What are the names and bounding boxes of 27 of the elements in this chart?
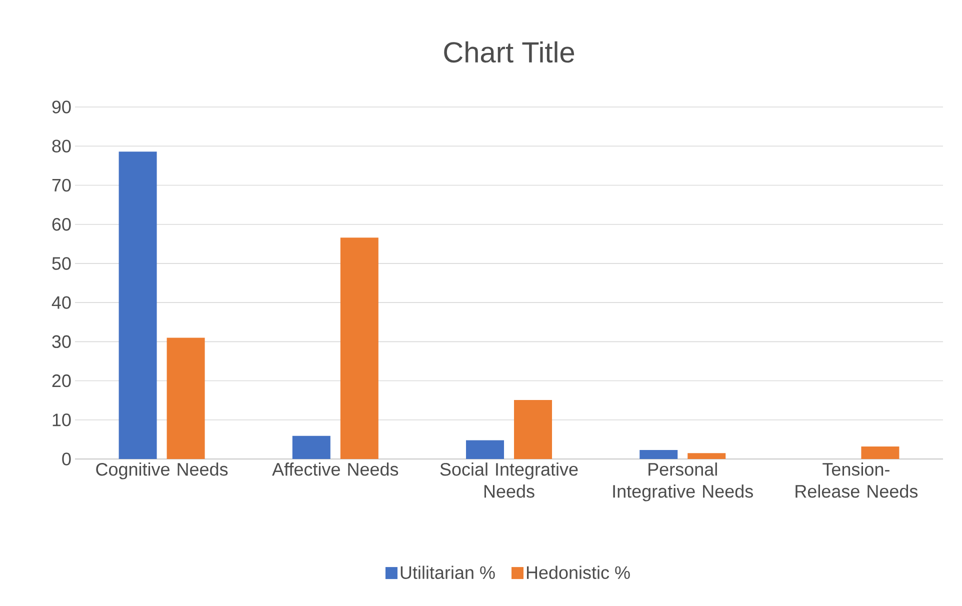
y-tick-label: 20 [52, 374, 71, 388]
y-tick-label: 80 [52, 140, 71, 152]
y-tick-label: 70 [52, 178, 71, 192]
y-tick-label: 0 [62, 452, 71, 466]
x-tick-label: Affective Needs [272, 462, 398, 476]
bar [514, 400, 552, 459]
y-tick-label: 60 [52, 218, 71, 231]
legend-label: Hedonistic % [526, 566, 630, 579]
bar [166, 338, 205, 459]
bar [340, 238, 378, 459]
bar [861, 446, 900, 459]
y-tick-label: 40 [52, 296, 71, 309]
legend-label: Utilitarian % [400, 566, 495, 579]
y-tick-label: 30 [52, 335, 71, 348]
bar [640, 450, 678, 459]
x-tick-label: Tension-Release Needs [796, 462, 918, 498]
x-tick-label: Cognitive Needs [96, 462, 228, 480]
bar [466, 440, 504, 459]
chart-title: Chart Title [444, 41, 574, 63]
y-tick-label: 10 [52, 414, 71, 426]
y-tick-label: 50 [52, 257, 71, 270]
x-tick-label: Social Integrative Needs [440, 462, 578, 498]
x-tick-label: Personal Integrative Needs [613, 462, 753, 502]
y-tick-label: 90 [52, 100, 71, 114]
bar [688, 453, 726, 459]
bar [292, 436, 330, 459]
bar [118, 152, 157, 459]
